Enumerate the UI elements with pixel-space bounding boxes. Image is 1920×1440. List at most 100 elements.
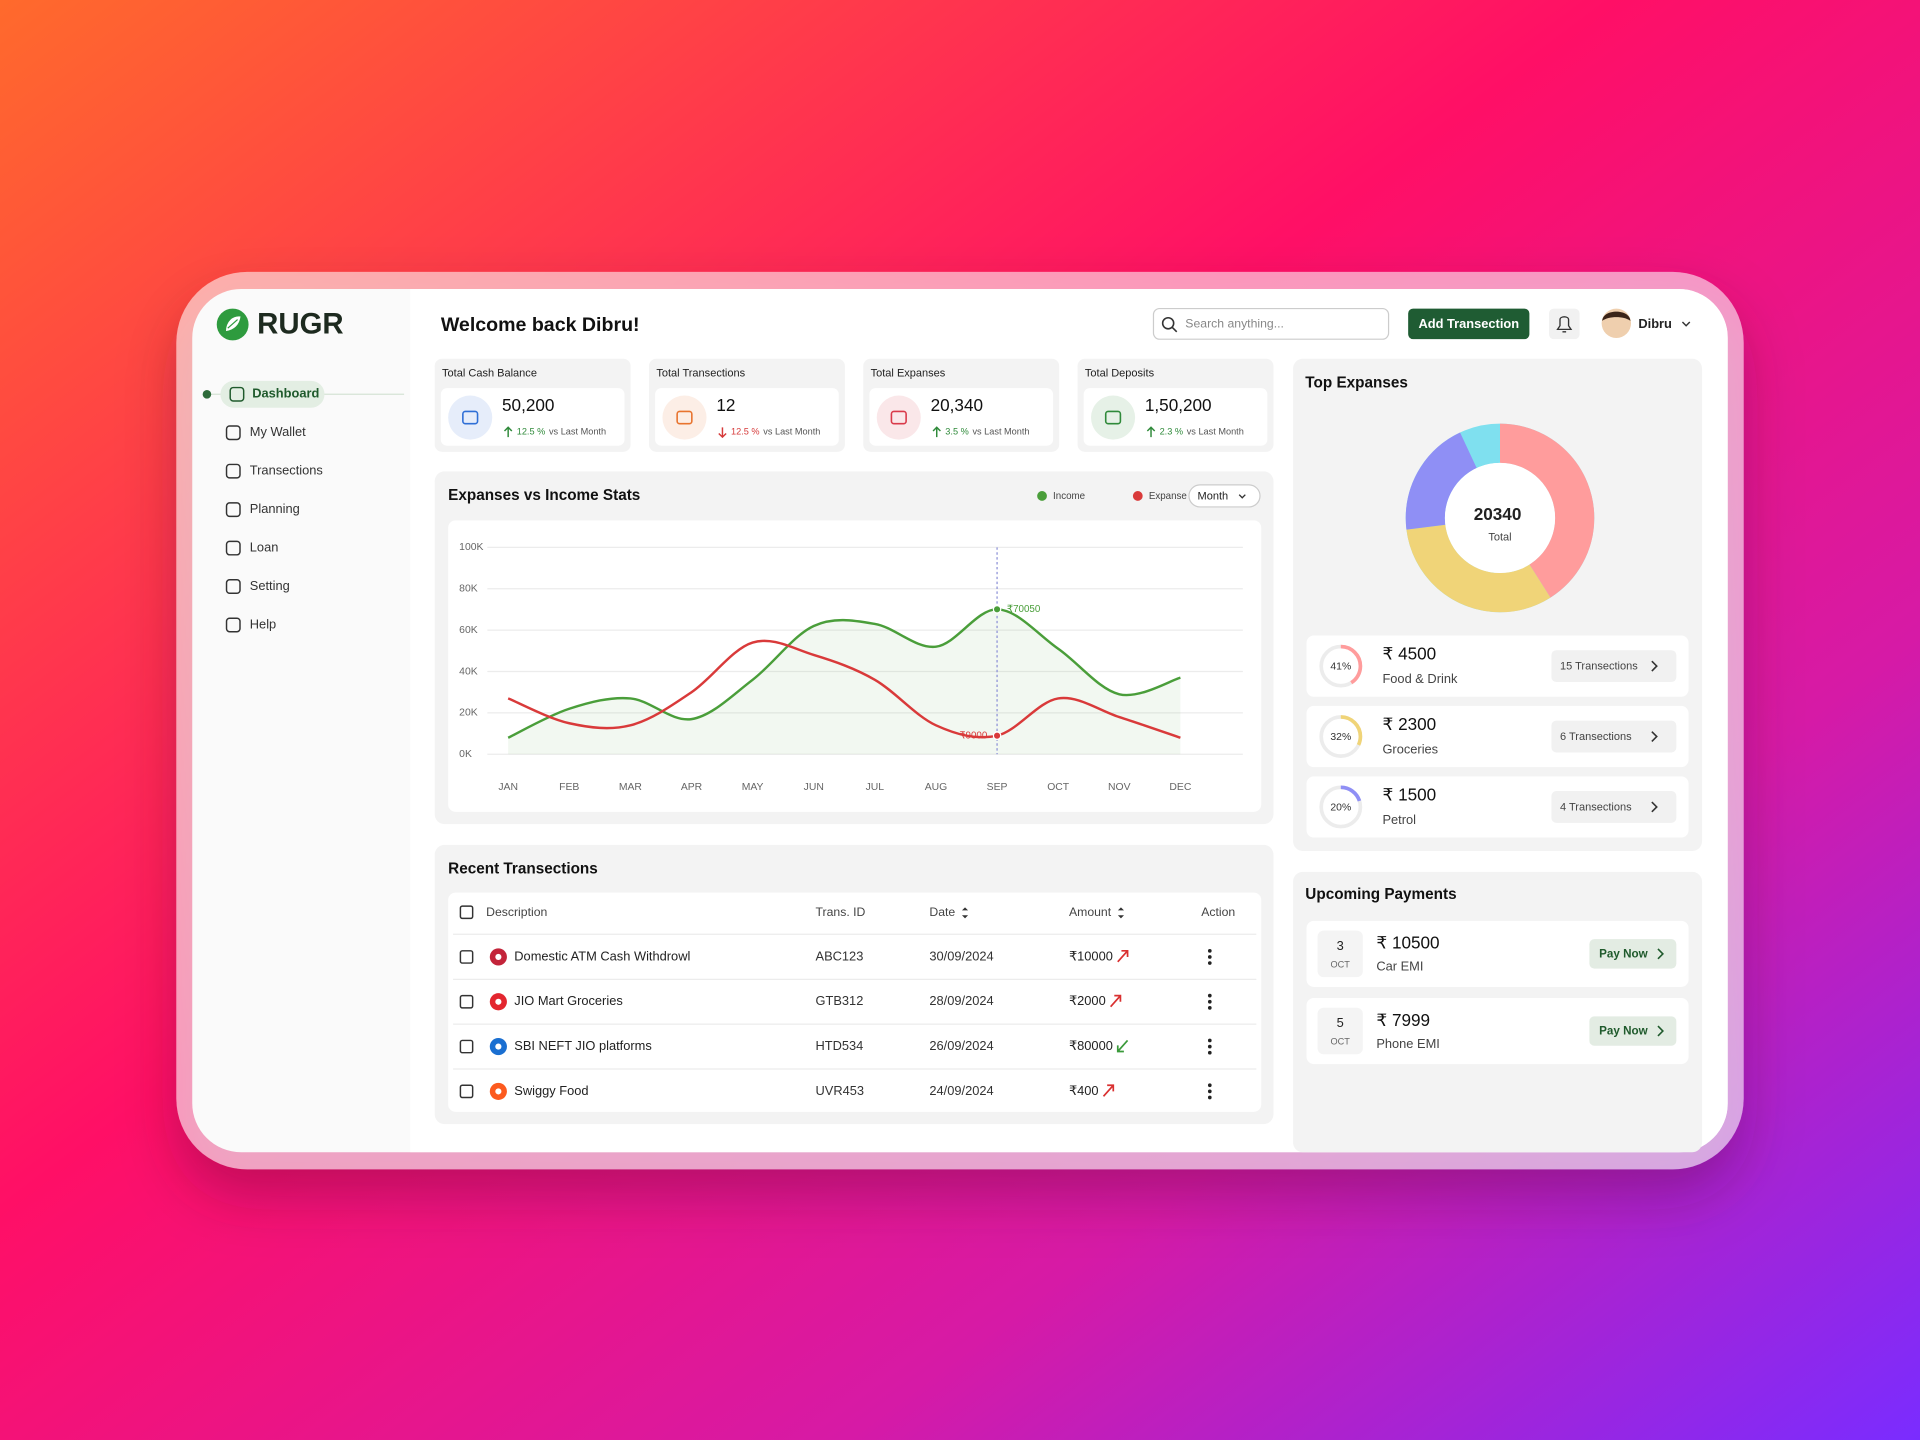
transaction-id: HTD534 [816,1038,864,1053]
column-header[interactable]: Date [929,905,955,919]
action-menu-dot[interactable] [1207,993,1212,998]
action-menu-dot[interactable] [1207,1006,1212,1010]
nav-item[interactable]: Dashboard [252,386,319,401]
stat-icon-bg [448,395,493,440]
period-dropdown[interactable] [1188,484,1261,508]
trend-arrow [932,426,941,438]
transactions-count-button[interactable] [1551,791,1677,823]
search-box[interactable] [1152,307,1390,340]
nav-item[interactable]: Setting [250,578,290,593]
merchant-icon-glyph [495,998,502,1005]
action-menu-dot[interactable] [1207,1038,1212,1043]
transactions-count-button[interactable] [1551,720,1677,753]
avatar-hair [1602,311,1631,321]
transactions-count-button[interactable] [1551,650,1677,683]
select-all-checkbox[interactable] [459,905,474,920]
x-tick-label: APR [681,782,703,793]
row-checkbox[interactable] [459,1084,474,1099]
nav-item[interactable]: Help [250,616,276,631]
trend-arrow [503,426,513,438]
x-tick-label: MAR [619,782,643,793]
trend-arrow [718,427,727,439]
user-name[interactable]: Dibru [1638,316,1672,331]
row-checkbox[interactable] [459,994,474,1009]
transaction-description: Swiggy Food [514,1083,588,1098]
nav-icon [225,425,241,441]
user-menu-chevron [1681,321,1691,327]
transaction-amount: ₹80000 [1069,1038,1113,1053]
value-label: ₹9000 [959,730,988,741]
action-menu-dot[interactable] [1207,955,1212,959]
payment-date-box [1317,930,1363,978]
percent-label: 41% [1330,661,1351,672]
merchant-icon-glyph [495,953,502,960]
transaction-id: ABC123 [816,948,864,963]
notification-button[interactable] [1548,308,1580,340]
trend-arrow [1146,426,1156,438]
stat-note: vs Last Month [1187,427,1244,437]
action-menu-dot[interactable] [1207,948,1212,953]
nav-icon [225,463,241,479]
stat-icon [890,410,907,425]
stat-value: 50,200 [502,395,554,415]
stat-card-body [655,388,839,446]
stat-title: Total Transections [656,367,745,379]
column-header[interactable]: Amount [1069,905,1112,919]
column-header: Action [1201,905,1235,919]
action-menu-dot[interactable] [1207,1044,1212,1049]
stat-change: 3.5 % [945,427,968,437]
mini-ring [1319,715,1363,758]
transactions-count[interactable]: 15 Transections [1560,661,1638,673]
search-placeholder: Search anything... [1185,317,1284,331]
stat-note: vs Last Month [972,427,1029,437]
transactions-count[interactable]: 6 Transections [1560,731,1632,743]
transaction-date: 26/09/2024 [929,1038,993,1053]
chevron [1657,1025,1664,1037]
highlight-point [992,605,1002,614]
add-transaction-label[interactable]: Add Transection [1418,316,1519,331]
action-menu-dot[interactable] [1207,961,1212,965]
mini-ring [1319,644,1363,688]
row-checkbox[interactable] [459,950,474,964]
transaction-amount: ₹400 [1069,1083,1099,1098]
row-checkbox[interactable] [459,1039,474,1054]
action-menu-dot[interactable] [1207,1089,1212,1094]
transactions-count[interactable]: 4 Transections [1560,801,1632,813]
pay-now-label[interactable]: Pay Now [1599,948,1648,961]
stat-note: vs Last Month [763,427,820,437]
stat-icon-bg [662,395,707,440]
payment-label: Car EMI [1376,959,1423,974]
nav-item[interactable]: My Wallet [250,424,306,439]
brand-name: RUGR [257,307,344,340]
y-tick-label: 20K [459,708,478,719]
y-tick-label: 0K [459,749,472,760]
nav-item[interactable]: Loan [250,539,279,554]
y-tick-label: 40K [459,666,478,677]
transaction-id: UVR453 [816,1083,865,1098]
action-menu-dot[interactable] [1207,1050,1212,1055]
add-transaction-button[interactable] [1408,308,1530,340]
sort-icon[interactable] [1117,907,1125,919]
nav-icon [229,386,245,402]
period-dropdown-label[interactable]: Month [1198,490,1229,502]
stat-change: 12.5 % [517,427,546,437]
direction-arrow [1102,1084,1115,1097]
pay-now-button[interactable] [1589,1016,1677,1046]
payment-item [1306,920,1689,987]
sort-icon[interactable] [961,907,969,919]
action-menu-dot[interactable] [1207,999,1212,1004]
pay-now-label[interactable]: Pay Now [1599,1025,1648,1038]
column-header: Trans. ID [816,905,866,919]
nav-item[interactable]: Planning [250,501,300,516]
pay-now-button[interactable] [1589,939,1677,969]
stat-title: Total Cash Balance [442,367,537,379]
nav-item[interactable]: Transections [250,463,323,478]
action-menu-dot[interactable] [1207,1083,1212,1088]
nav-active-pill [220,380,325,408]
merchant-icon-glyph [495,1043,502,1050]
transactions-table [448,892,1262,1112]
action-menu-dot[interactable] [1207,1095,1212,1100]
nav-indicator-dot [202,390,212,399]
welcome-title: Welcome back Dibru! [441,314,640,336]
